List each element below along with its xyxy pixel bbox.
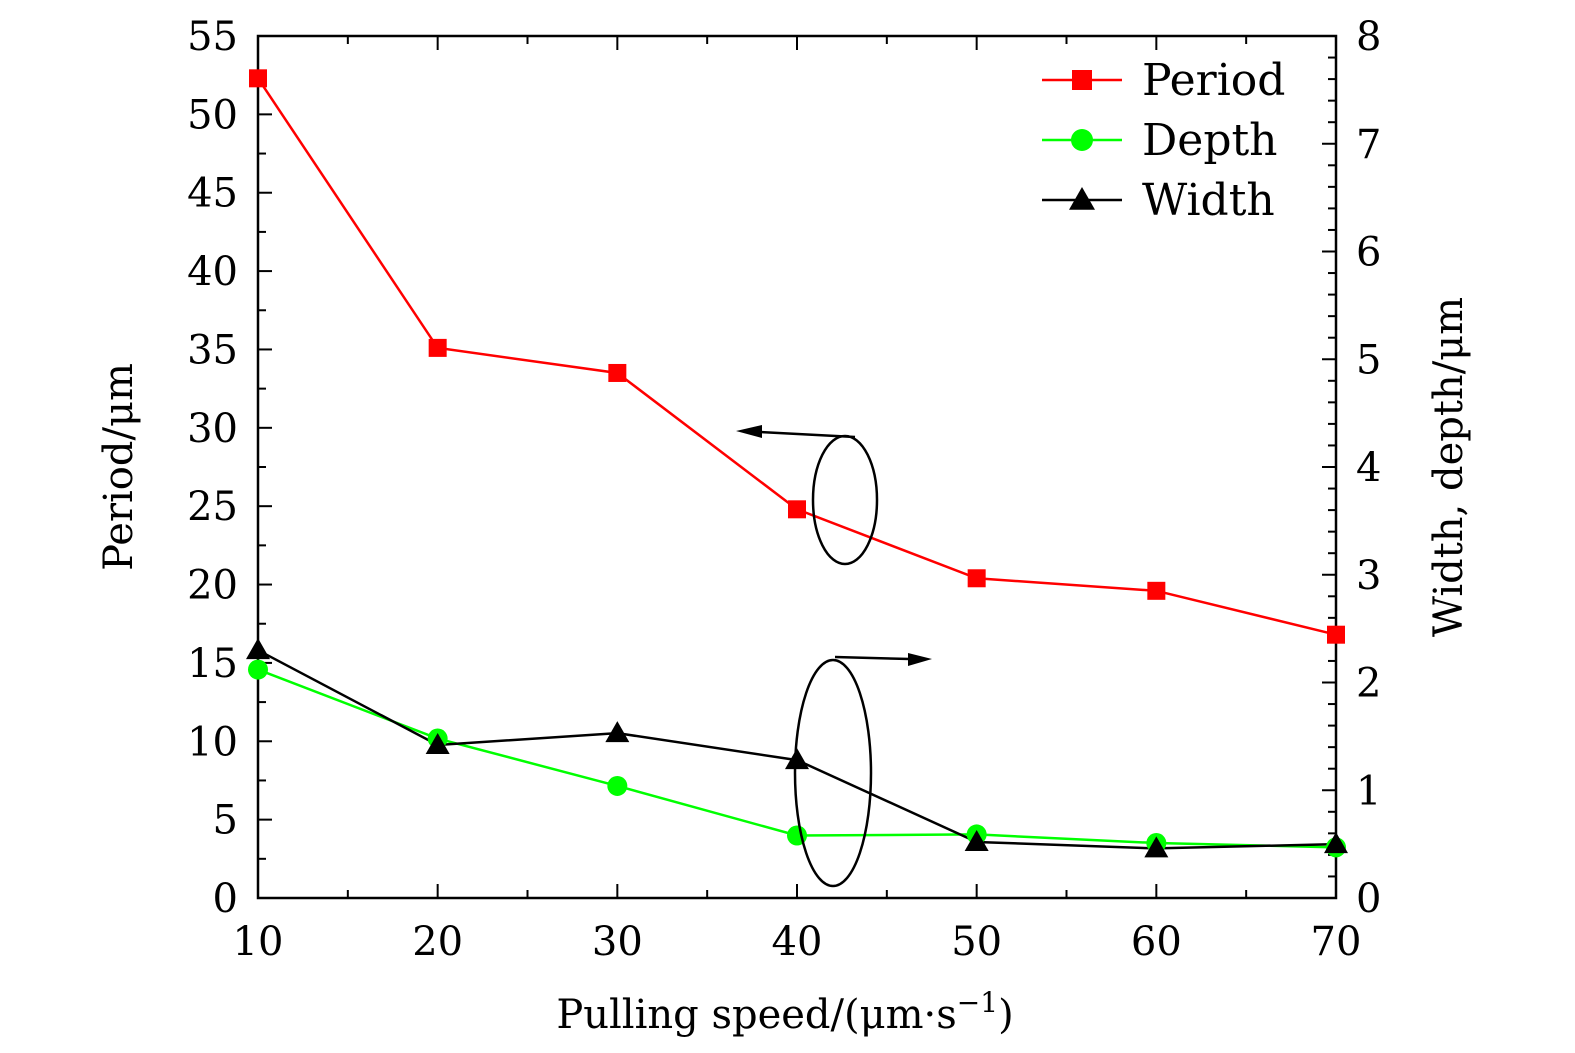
y-left-tick-label: 50: [187, 92, 238, 138]
legend-label-period: Period: [1142, 55, 1285, 106]
axis-ticks: [257, 35, 1337, 899]
x-tick-label: 40: [772, 919, 823, 965]
data-point-depth: [607, 775, 628, 796]
data-point-period: [249, 69, 267, 88]
y-left-tick-label: 45: [187, 171, 238, 217]
data-point-period: [608, 363, 627, 382]
annotation-width-depth: [793, 653, 932, 888]
annotation-period: [736, 425, 879, 566]
y-left-tick-label: 5: [213, 798, 238, 844]
y-left-tick-label: 30: [187, 406, 238, 452]
data-point-width: [1144, 836, 1169, 858]
y-left-tick-label: 10: [187, 719, 238, 765]
data-point-period: [1327, 625, 1345, 644]
y-left-tick-label: 20: [187, 563, 238, 609]
x-tick-label: 20: [412, 919, 463, 965]
y-right-tick-label: 2: [1356, 661, 1381, 707]
y-left-tick-label: 0: [213, 876, 238, 922]
x-axis-title: Pulling speed/(μm·s−1): [556, 986, 1013, 1038]
y-left-tick-label: 35: [187, 327, 238, 373]
data-point-period: [428, 338, 447, 357]
data-point-period: [967, 569, 986, 588]
y-right-tick-label: 6: [1356, 230, 1381, 276]
tick-labels: 10 20 30 40 50 60 7005101520253035404550550123…: [187, 14, 1381, 965]
data-point-period: [1147, 581, 1166, 600]
x-tick-label: 50: [951, 919, 1002, 965]
x-tick-label: 10: [233, 919, 284, 965]
right-arrow-head: [908, 653, 932, 666]
annotation-ellipse-width-depth: [793, 658, 873, 888]
data-point-width: [785, 748, 809, 770]
data-point-width: [964, 829, 989, 851]
y-axis-left-title: Period/μm: [96, 363, 142, 571]
y-right-tick-label: 5: [1356, 337, 1381, 383]
y-left-tick-label: 15: [187, 641, 238, 687]
y-right-tick-label: 7: [1356, 122, 1381, 168]
x-tick-label: 60: [1131, 919, 1182, 965]
data-point-width: [1324, 832, 1348, 854]
y-right-tick-label: 3: [1356, 553, 1381, 599]
left-arrow-icon: [759, 430, 856, 439]
y-left-tick-label: 40: [187, 249, 238, 295]
data-point-width: [605, 721, 630, 743]
x-tick-label: 70: [1311, 919, 1362, 965]
legend-label-depth: Depth: [1142, 115, 1278, 166]
legend: Period Depth Width: [1042, 55, 1285, 226]
legend-marker-width: [1069, 187, 1095, 210]
data-point-width: [246, 638, 270, 660]
data-point-period: [788, 500, 806, 519]
y-right-tick-label: 8: [1356, 14, 1381, 60]
left-arrow-head: [736, 425, 762, 438]
series-markers: [246, 69, 1348, 858]
data-point-depth: [248, 659, 268, 680]
y-right-tick-label: 4: [1356, 445, 1381, 491]
legend-label-width: Width: [1142, 175, 1275, 226]
plot-frame: [256, 34, 1338, 900]
y-right-tick-label: 0: [1356, 876, 1381, 922]
y-left-tick-label: 55: [187, 14, 238, 60]
data-point-width: [425, 732, 450, 754]
right-arrow-icon: [834, 655, 911, 661]
y-left-tick-label: 25: [187, 484, 238, 530]
annotation-ellipse-period: [811, 434, 879, 566]
y-right-tick-label: 1: [1356, 768, 1381, 814]
legend-marker-depth: [1071, 129, 1093, 151]
y-axis-right-title: Width, depth/μm: [1426, 297, 1472, 637]
legend-marker-period: [1072, 70, 1092, 90]
x-tick-label: 30: [592, 919, 643, 965]
